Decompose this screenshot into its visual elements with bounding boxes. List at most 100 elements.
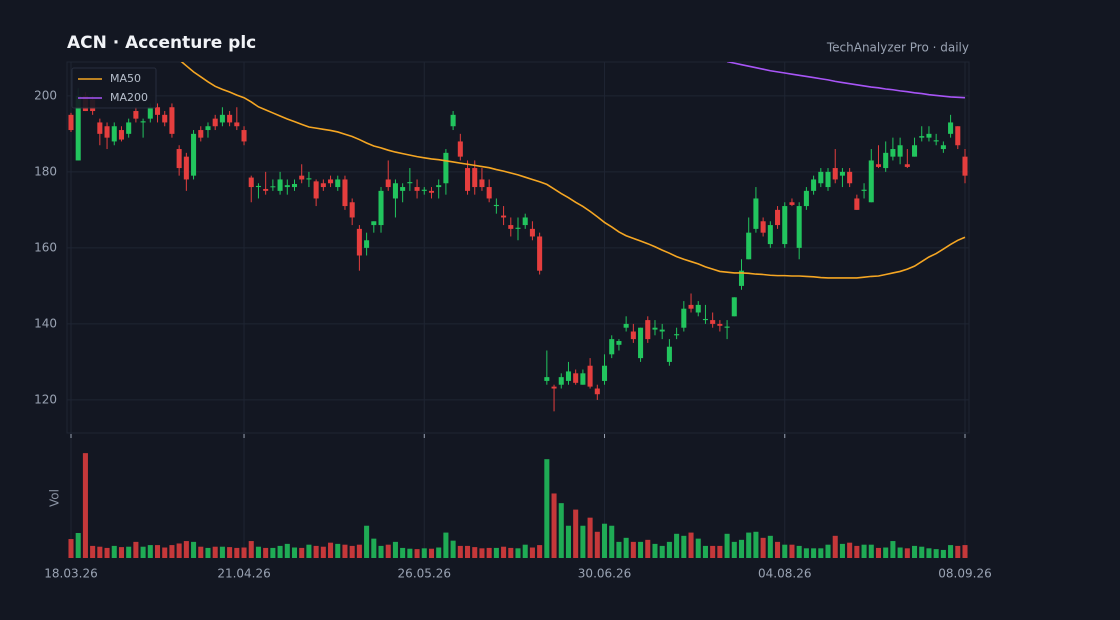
candle-body (897, 145, 903, 157)
candle-body (118, 130, 124, 140)
volume-bar (652, 543, 658, 558)
candle-body (212, 118, 218, 127)
candle-body (140, 121, 146, 123)
candle-body (378, 190, 384, 226)
candle-body (342, 179, 348, 207)
volume-bar (104, 547, 110, 558)
volume-bar (291, 547, 298, 558)
ma-line (726, 62, 966, 99)
volume-bar (241, 547, 247, 558)
candle-body (392, 183, 398, 199)
volume-bar (234, 547, 240, 558)
x-tick-label: 26.05.26 (398, 567, 451, 581)
candle-body (450, 114, 456, 127)
candle-body (638, 327, 644, 359)
candle-body (623, 323, 629, 328)
candle-body (912, 145, 918, 157)
candle-body (183, 156, 189, 180)
volume-bar (486, 547, 492, 558)
volume-bar (472, 547, 478, 558)
candle-body (717, 323, 723, 326)
candle-body (162, 114, 168, 123)
volume-bar (659, 545, 665, 558)
candle-body (688, 304, 694, 309)
candle-body (68, 114, 74, 131)
candle-body (890, 149, 896, 157)
candle-body (731, 297, 737, 317)
volume-bar (868, 544, 874, 558)
candle-body (529, 228, 535, 237)
candle-body (255, 185, 261, 188)
volume-bar (767, 535, 773, 558)
volume-bar (645, 539, 651, 558)
candle-body (111, 126, 117, 142)
volume-bar (205, 547, 211, 558)
candle-body (421, 189, 427, 191)
volume-bar (111, 545, 117, 558)
volume-bar (904, 548, 910, 558)
volume-bar (176, 543, 182, 558)
volume-bar (147, 545, 153, 558)
volume-bar (457, 545, 463, 558)
candle-body (681, 308, 687, 328)
candle-body (219, 114, 225, 123)
candle-body (544, 377, 550, 381)
x-tick-label: 21.04.26 (217, 567, 270, 581)
candle-body (746, 232, 752, 260)
volume-axis-label: Vol (48, 489, 62, 507)
volume-bar (811, 548, 817, 558)
candle-body (414, 187, 420, 191)
volume-bar (306, 544, 312, 558)
volume-bar (760, 537, 766, 558)
volume-bar (847, 542, 853, 558)
volume-bar (818, 548, 824, 558)
candle-body (573, 373, 579, 383)
candle-body (486, 187, 492, 199)
candle-body (75, 95, 81, 161)
volume-bar (493, 547, 499, 558)
volume-bar (508, 547, 514, 558)
volume-bar (385, 544, 391, 558)
candle-body (710, 320, 716, 324)
volume-bar (328, 542, 334, 558)
candle-body (335, 179, 341, 188)
volume-bar (277, 545, 283, 558)
volume-bar (710, 545, 716, 558)
volume-bar (479, 548, 485, 558)
volume-bar (544, 459, 550, 558)
volume-bar (392, 541, 398, 558)
candle-body (306, 178, 312, 180)
volume-bar (414, 549, 420, 558)
candle-body (277, 179, 283, 191)
candle-body (811, 179, 817, 191)
volume-bar (594, 531, 600, 558)
candle-body (782, 206, 788, 245)
candle-body (565, 371, 571, 381)
volume-bar (753, 531, 759, 558)
volume-bar (883, 547, 889, 558)
candle-body (803, 190, 809, 207)
volume-bar (623, 537, 629, 558)
candle-body (609, 339, 615, 355)
y-tick-label: 180 (34, 164, 57, 178)
volume-bar (140, 546, 146, 558)
volume-bar (313, 545, 319, 558)
volume-bar (335, 543, 341, 558)
candle-body (587, 365, 593, 387)
volume-bar (428, 548, 435, 558)
volume-bar (717, 545, 723, 558)
volume-bar (169, 545, 175, 558)
x-tick-label: 18.03.26 (44, 567, 97, 581)
candle-body (154, 107, 161, 115)
volume-bar (356, 544, 362, 558)
candle-body (508, 225, 514, 229)
volume-bar (558, 503, 564, 558)
chart-title: ACN · Accenture plc (67, 33, 256, 53)
volume-bar (75, 532, 81, 558)
volume-bar (227, 547, 233, 558)
volume-bar (832, 535, 838, 558)
candle-body (558, 377, 564, 385)
volume-bar (695, 538, 701, 558)
candle-body (97, 122, 103, 134)
candle-body (176, 149, 182, 169)
